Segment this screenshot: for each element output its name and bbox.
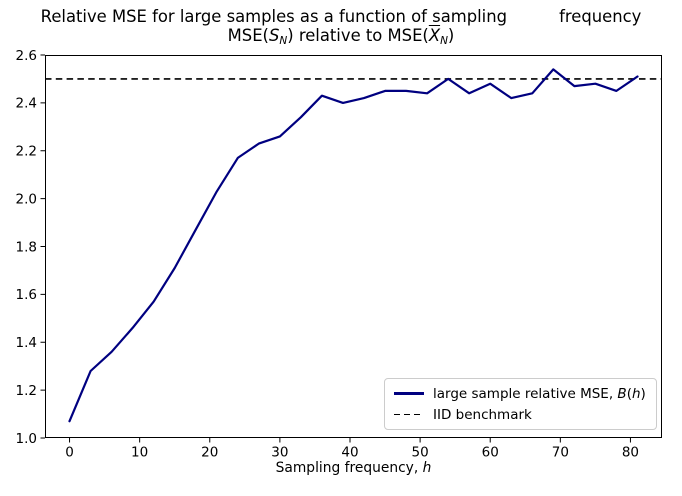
subtitle-text-close: )	[447, 26, 455, 45]
chart-title-line1: Relative MSE for large samples as a func…	[40, 7, 642, 26]
subtitle-s-subscript: N	[279, 35, 288, 47]
y-tick-label: 1.4	[16, 335, 37, 351]
legend-benchmark-line-icon	[394, 413, 424, 416]
x-axis-label: Sampling frequency, h	[45, 460, 662, 476]
chart-subtitle: MSE(SN) relative to MSE(XN)	[0, 26, 682, 47]
x-tick-label: 10	[131, 445, 148, 461]
x-tick-label: 50	[412, 445, 429, 461]
x-tick-label: 20	[201, 445, 218, 461]
x-tick-label: 60	[482, 445, 499, 461]
y-tick-label: 2.4	[16, 96, 37, 112]
y-tick-label: 1.6	[16, 287, 37, 303]
y-tick-label: 1.2	[16, 383, 37, 399]
subtitle-text-mid: ) relative to MSE(	[287, 26, 429, 45]
x-axis-label-variable: h	[422, 460, 432, 476]
legend-series-label: large sample relative MSE, B(h)	[433, 385, 646, 402]
subtitle-x-subscript: N	[440, 35, 448, 47]
y-tick-label: 1.0	[16, 431, 37, 447]
legend-benchmark-label: IID benchmark	[433, 406, 532, 423]
y-tick-label: 1.8	[16, 239, 37, 255]
x-tick-label: 0	[65, 445, 74, 461]
y-tick-label: 2.6	[16, 48, 37, 64]
subtitle-s-variable: S	[268, 26, 280, 45]
subtitle-text: MSE(	[227, 26, 269, 45]
y-tick-label: 2.2	[16, 144, 37, 160]
series-line	[68, 68, 639, 423]
x-tick-label: 80	[622, 445, 639, 461]
subtitle-xbar-variable: X	[428, 26, 441, 45]
legend-entry-series: large sample relative MSE, B(h)	[394, 384, 647, 404]
plot-frame	[45, 55, 662, 438]
legend-series-line-icon	[394, 392, 424, 395]
legend: large sample relative MSE, B(h) IID benc…	[384, 378, 657, 430]
x-tick-label: 40	[341, 445, 358, 461]
legend-entry-benchmark: IID benchmark	[394, 405, 647, 425]
x-tick-label: 70	[552, 445, 569, 461]
x-tick-label: 30	[271, 445, 288, 461]
y-tick-label: 2.0	[16, 191, 37, 207]
x-axis-label-text: Sampling frequency,	[275, 460, 423, 476]
chart-title: Relative MSE for large samples as a func…	[0, 7, 682, 47]
